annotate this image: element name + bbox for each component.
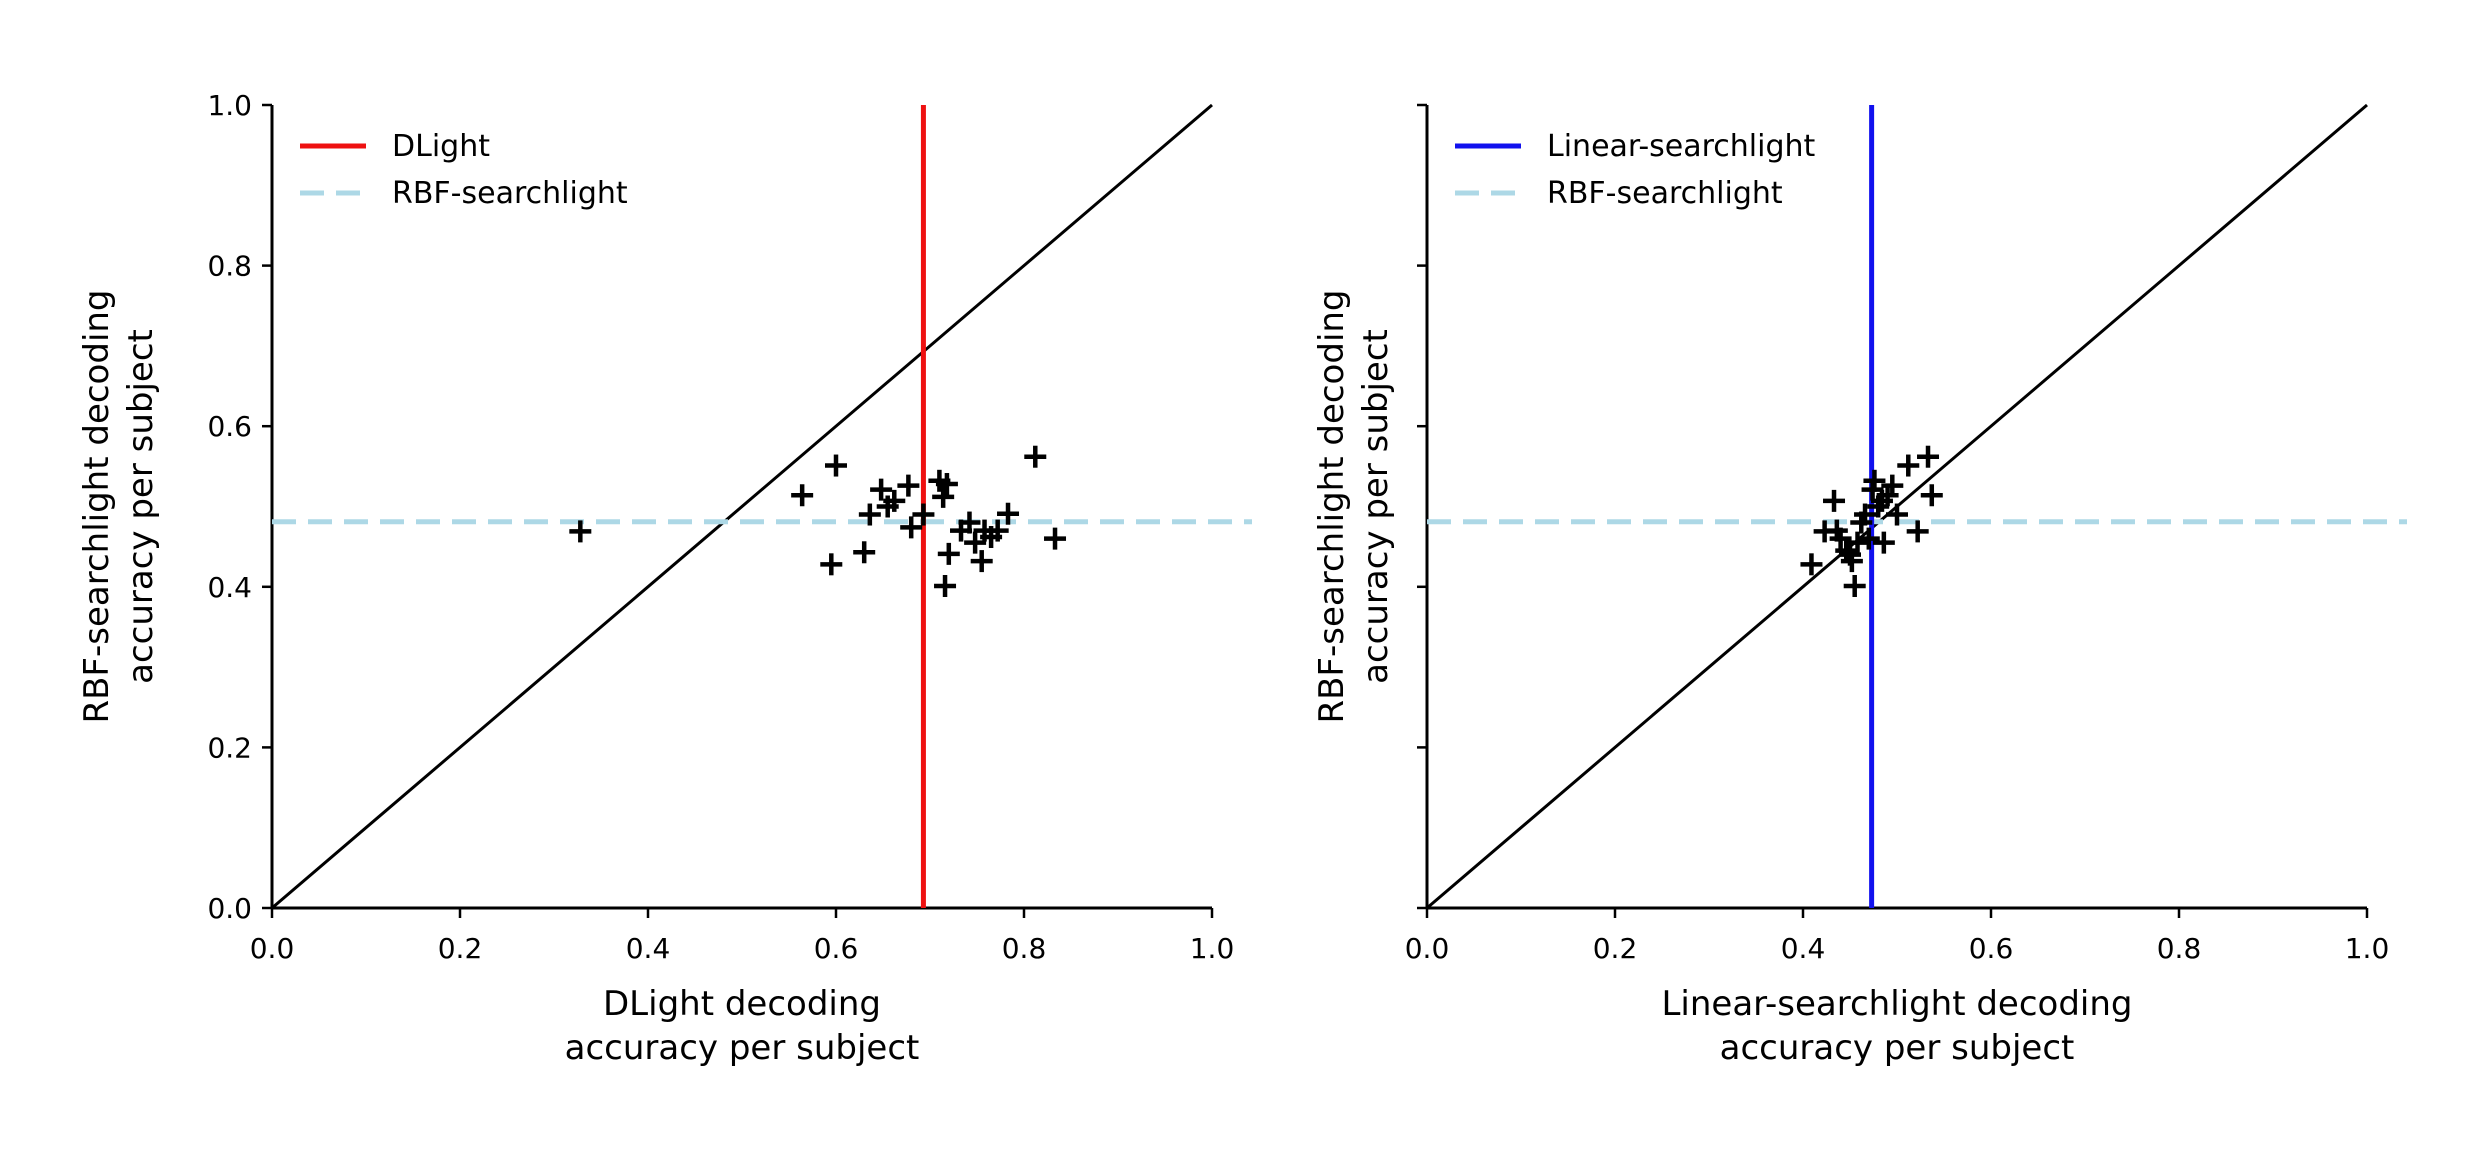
right-x-tick-label: 0.4 [1781,932,1826,965]
right-x-tick-label: 0.0 [1405,932,1450,965]
left-y-tick-label: 0.8 [207,250,252,283]
left-y-tick-label: 1.0 [207,89,252,122]
left-data-point [858,503,881,526]
left-x-tick-label: 0.4 [626,932,671,965]
left-data-point [820,553,843,576]
right-data-point [1881,474,1904,497]
right-data-point [1843,574,1866,597]
left-legend-label: DLight [392,129,490,164]
right-x-tick-label: 0.6 [1969,932,2014,965]
left-data-point [853,541,876,564]
left-data-point [791,484,814,507]
left-x-axis-label: accuracy per subject [565,1028,920,1068]
left-x-tick-label: 0.0 [250,932,295,965]
left-y-axis-label: accuracy per subject [121,329,161,684]
left-data-point [912,503,935,526]
left-y-tick-label: 0.6 [207,410,252,443]
right-data-point [1823,489,1846,512]
left-data-point [900,516,923,539]
right-x-tick-label: 0.2 [1593,932,1638,965]
left-data-point [932,485,955,508]
right-data-point [1872,531,1895,554]
left-data-point [1024,445,1047,468]
right-data-point [1920,484,1943,507]
right-x-axis-label: accuracy per subject [1720,1028,2075,1068]
right-legend-label: Linear-searchlight [1547,129,1816,164]
left-data-point [883,489,906,512]
right-data-point [1854,503,1877,526]
right-data-point [1897,454,1920,477]
left-legend-label: RBF-searchlight [392,176,628,211]
right-data-point [1840,550,1863,573]
right-data-point [1906,520,1929,543]
left-y-axis-label: RBF-searchlight decoding [77,289,117,723]
right-data-point [1917,445,1940,468]
right-data-point [1876,484,1899,507]
left-data-point [870,478,893,501]
left-y-tick-label: 0.0 [207,892,252,925]
left-x-tick-label: 0.2 [438,932,483,965]
left-x-axis-label: DLight decoding [603,984,881,1024]
right-data-point [1886,503,1908,526]
right-data-point [1800,553,1823,576]
left-data-point [1044,527,1067,550]
left-data-point [958,511,981,534]
left-data-point [986,519,1009,542]
left-data-point [934,574,957,597]
right-scatter-panel: 0.0 0.2 0.4 0.6 0.8 1.0 Linear-searchlight dec… [1312,103,2407,1068]
left-data-point [825,454,847,477]
left-data-point [935,473,958,496]
left-y-tick-label: 0.2 [207,731,252,764]
right-data-point [1846,531,1869,554]
right-data-point [1857,527,1880,550]
left-x-tick-label: 1.0 [1190,932,1235,965]
left-data-point [937,542,960,565]
left-y-tick-label: 0.4 [207,571,252,604]
left-data-point [970,550,993,573]
left-data-point [964,531,987,554]
left-data-point [997,502,1020,525]
right-x-tick-label: 0.8 [2157,932,2202,965]
right-y-axis-label: accuracy per subject [1356,329,1396,684]
right-x-axis-label: Linear-searchlight decoding [1661,984,2132,1024]
left-data-point [897,474,920,497]
left-x-tick-label: 0.6 [814,932,859,965]
left-diagonal-line [271,103,1213,910]
left-scatter-panel: 0.0 0.2 0.4 0.6 0.8 1.0 0.0 0.2 0.4 0.6 0.8 1.0 DLig… [77,89,1252,1068]
left-data-point [569,520,592,543]
right-data-point [1829,527,1852,550]
right-x-tick-label: 1.0 [2345,932,2390,965]
right-legend-label: RBF-searchlight [1547,176,1783,211]
right-data-point [1863,469,1886,492]
right-y-axis-label: RBF-searchlight decoding [1312,289,1352,723]
left-x-tick-label: 0.8 [1002,932,1047,965]
